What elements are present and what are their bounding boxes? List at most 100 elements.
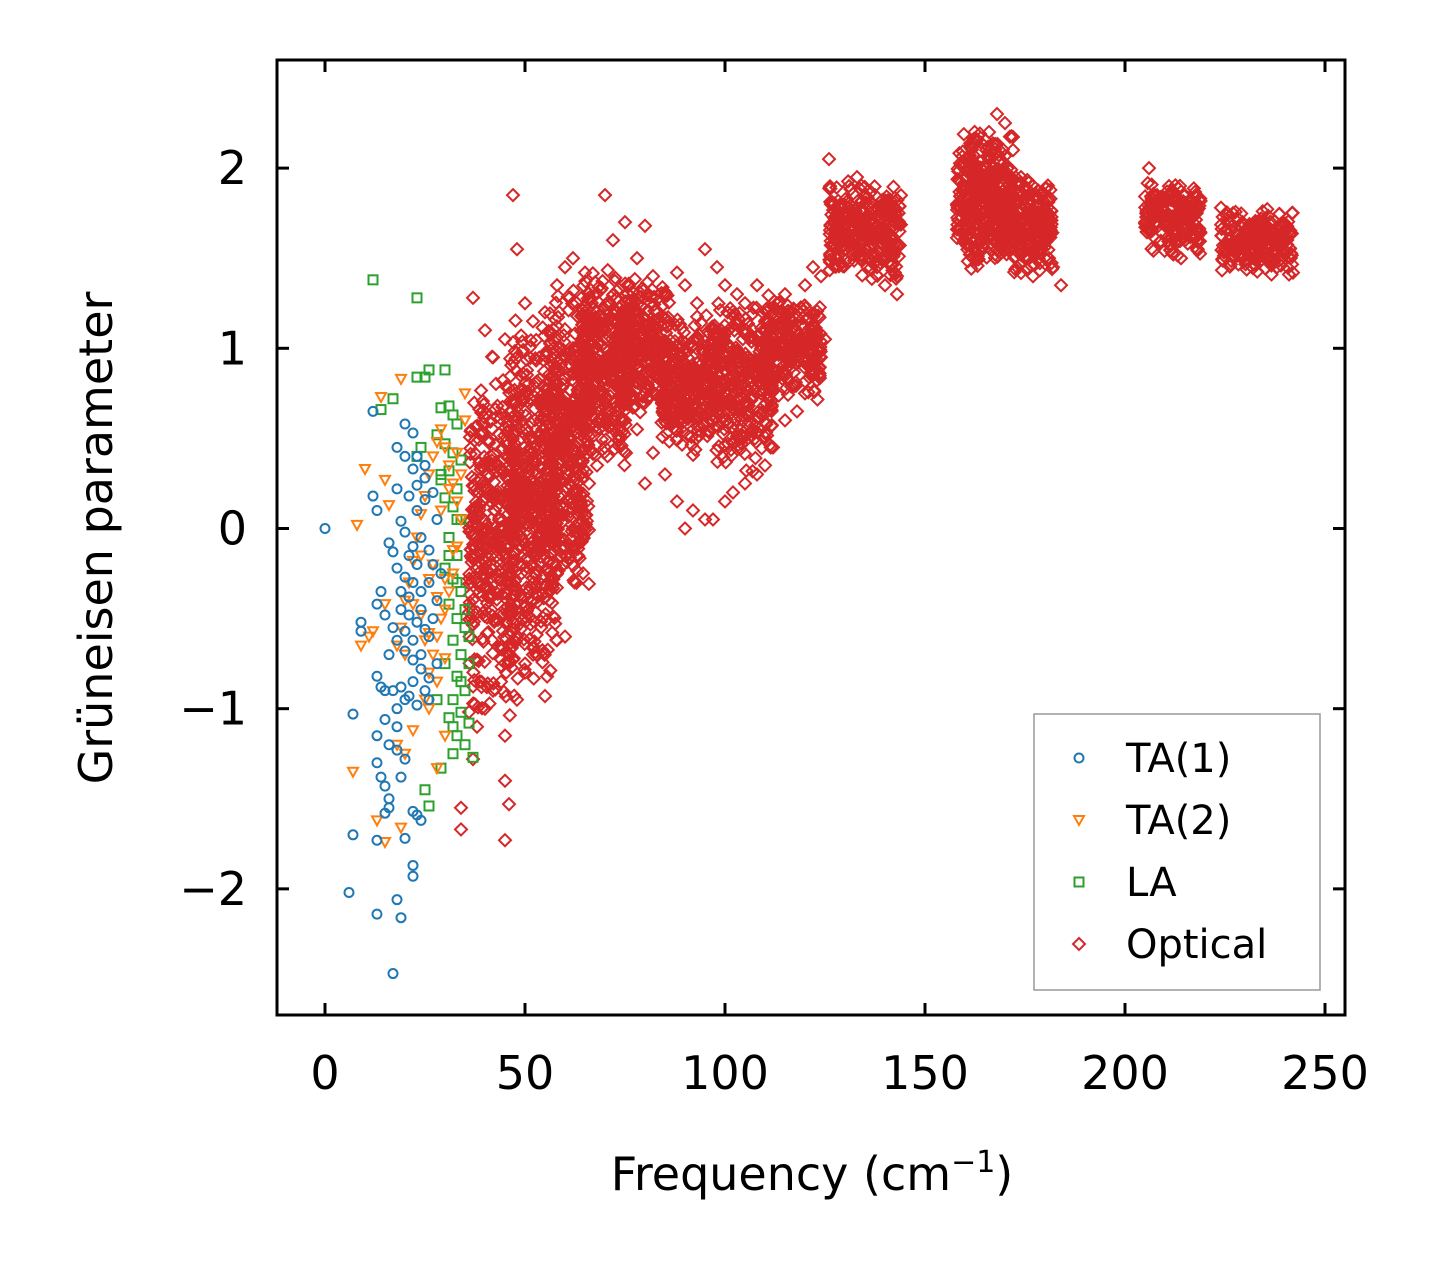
data-point xyxy=(529,374,545,389)
data-point xyxy=(379,713,391,725)
data-point xyxy=(812,299,828,315)
data-point xyxy=(423,631,435,643)
data-point xyxy=(391,744,403,756)
data-point xyxy=(1281,267,1297,282)
data-point xyxy=(546,493,562,509)
data-point xyxy=(526,671,542,686)
data-point xyxy=(438,604,452,617)
data-point xyxy=(501,385,517,401)
data-point xyxy=(737,352,753,368)
data-point xyxy=(366,626,380,639)
data-point xyxy=(1029,217,1045,233)
data-point xyxy=(633,330,649,346)
data-point xyxy=(865,214,881,230)
data-point xyxy=(763,327,779,343)
data-point xyxy=(669,265,685,281)
data-point xyxy=(501,653,517,668)
data-point xyxy=(771,295,787,311)
data-point xyxy=(1274,236,1289,252)
data-point xyxy=(604,313,620,329)
data-point xyxy=(655,400,671,416)
data-point xyxy=(841,178,857,194)
data-point xyxy=(997,115,1013,131)
data-point xyxy=(423,800,435,812)
data-point xyxy=(715,393,731,409)
data-point xyxy=(1144,177,1160,193)
data-point xyxy=(510,595,525,611)
data-point xyxy=(505,554,521,570)
data-point xyxy=(406,725,420,738)
data-point xyxy=(889,268,905,284)
data-point xyxy=(1186,181,1202,196)
data-point xyxy=(477,701,493,717)
legend-item: Optical xyxy=(1071,922,1267,968)
data-point xyxy=(371,670,383,682)
data-point xyxy=(576,278,591,294)
data-point xyxy=(475,631,491,647)
data-point xyxy=(1161,178,1177,194)
data-point xyxy=(442,483,456,496)
data-point xyxy=(379,780,391,792)
data-point xyxy=(797,277,813,293)
data-point xyxy=(430,763,444,776)
data-point xyxy=(485,683,501,699)
data-point xyxy=(733,412,749,427)
data-point xyxy=(556,507,572,523)
data-point xyxy=(470,574,486,590)
data-point xyxy=(509,692,525,708)
data-point xyxy=(545,580,561,596)
data-point xyxy=(629,421,645,437)
data-point xyxy=(545,608,561,624)
data-point xyxy=(517,665,533,681)
data-point xyxy=(1247,251,1262,267)
data-point xyxy=(487,503,503,519)
data-point xyxy=(319,522,331,534)
data-point xyxy=(639,343,655,359)
data-point xyxy=(442,460,456,473)
data-point xyxy=(541,445,557,461)
data-point xyxy=(778,380,794,396)
data-point xyxy=(506,528,522,544)
data-point xyxy=(551,488,566,504)
data-point xyxy=(564,539,579,555)
data-point xyxy=(1189,229,1205,244)
data-point xyxy=(391,562,403,574)
x-tick-label: 50 xyxy=(496,1046,555,1100)
data-point xyxy=(697,241,713,257)
data-point xyxy=(565,283,581,299)
data-point xyxy=(1012,222,1028,238)
data-point xyxy=(434,613,448,626)
data-point xyxy=(617,412,633,428)
data-point xyxy=(625,400,641,415)
data-point xyxy=(961,154,977,170)
data-point xyxy=(607,270,623,286)
data-point xyxy=(423,544,435,556)
data-point xyxy=(525,647,541,663)
data-point xyxy=(581,293,597,309)
data-point xyxy=(1029,205,1045,221)
data-point xyxy=(656,359,672,375)
data-point xyxy=(867,179,882,194)
data-point xyxy=(415,586,427,598)
data-point xyxy=(415,649,427,661)
data-point xyxy=(675,423,690,439)
data-point xyxy=(411,504,423,516)
data-point xyxy=(1192,191,1208,207)
data-point xyxy=(461,576,477,592)
data-point xyxy=(758,361,774,377)
data-point xyxy=(466,672,482,688)
data-point xyxy=(504,444,520,459)
data-point xyxy=(993,214,1009,230)
data-point xyxy=(434,424,448,437)
data-point xyxy=(530,512,546,528)
data-point xyxy=(415,441,427,453)
data-point xyxy=(532,524,548,540)
data-point xyxy=(467,445,483,461)
data-point xyxy=(749,277,765,293)
data-point xyxy=(543,335,559,351)
data-point xyxy=(565,250,581,266)
data-point xyxy=(1216,248,1232,264)
data-point xyxy=(549,318,565,334)
data-point xyxy=(979,250,995,265)
